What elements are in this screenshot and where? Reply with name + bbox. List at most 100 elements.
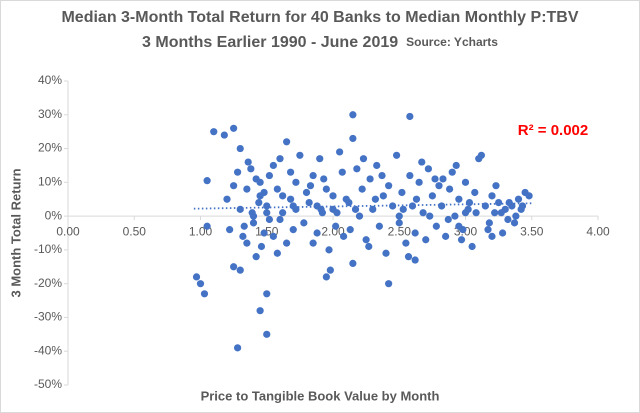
data-point — [336, 148, 344, 156]
data-point — [325, 246, 333, 254]
data-point — [279, 209, 287, 217]
data-point — [398, 188, 406, 197]
x-tick-label: 0.50 — [123, 224, 147, 238]
data-point — [263, 209, 271, 217]
data-point — [389, 202, 397, 210]
data-point — [234, 168, 242, 176]
data-point — [355, 212, 364, 220]
data-point — [468, 242, 476, 251]
data-point — [252, 253, 260, 261]
data-point — [457, 236, 466, 244]
data-point — [220, 131, 228, 139]
data-point — [488, 232, 496, 240]
data-point — [349, 134, 357, 143]
data-point — [444, 215, 452, 224]
data-point — [256, 307, 264, 315]
data-point — [418, 158, 426, 166]
y-tick-label: 40% — [38, 73, 62, 87]
data-point — [461, 178, 470, 186]
data-point — [518, 202, 527, 210]
data-point — [431, 175, 439, 183]
data-point — [236, 266, 244, 274]
data-point — [287, 168, 295, 176]
data-point — [432, 222, 440, 230]
data-point — [492, 182, 500, 190]
y-tick-label: -30% — [34, 310, 62, 324]
data-point — [346, 226, 354, 234]
data-point — [525, 192, 533, 200]
data-point — [345, 199, 353, 207]
data-point — [399, 205, 407, 213]
y-tick-label: -40% — [34, 343, 62, 357]
data-point — [309, 239, 317, 247]
data-point — [411, 229, 419, 237]
data-point — [326, 266, 334, 274]
data-point — [263, 330, 271, 338]
y-axis-title: 3 Month Total Return — [8, 168, 23, 297]
data-point — [452, 161, 460, 170]
data-point — [287, 195, 295, 203]
x-tick-label: 0.00 — [56, 224, 80, 238]
data-point — [359, 155, 368, 163]
y-tick-label: 0% — [45, 208, 63, 222]
data-point — [263, 290, 271, 298]
data-point — [495, 199, 503, 207]
data-point — [243, 185, 251, 193]
data-point — [276, 155, 284, 163]
y-tick-label: -50% — [34, 377, 62, 391]
data-point — [329, 205, 337, 213]
data-point — [488, 192, 496, 200]
data-point — [316, 155, 324, 163]
data-point — [438, 202, 446, 210]
data-point — [244, 158, 252, 166]
data-point — [406, 112, 414, 121]
data-point — [358, 185, 366, 193]
data-point — [412, 195, 421, 203]
data-point — [296, 151, 304, 159]
x-tick-label: 4.00 — [586, 224, 610, 238]
data-point — [279, 192, 287, 200]
data-point — [448, 168, 456, 176]
data-point — [263, 202, 271, 210]
data-point — [230, 263, 238, 271]
data-point — [424, 165, 432, 173]
data-point — [349, 111, 357, 119]
data-point — [236, 144, 244, 153]
data-point — [289, 226, 297, 234]
data-point — [439, 175, 447, 183]
data-point — [395, 219, 403, 227]
data-point — [435, 182, 443, 190]
data-point — [230, 124, 238, 132]
data-point — [283, 239, 291, 247]
data-point — [240, 222, 248, 230]
data-point — [243, 239, 251, 247]
data-point — [404, 253, 413, 261]
data-point — [485, 219, 493, 227]
data-point — [203, 177, 211, 185]
data-point — [365, 242, 373, 251]
data-point — [471, 188, 479, 197]
data-point — [239, 232, 247, 240]
data-point — [369, 205, 377, 213]
data-point — [514, 195, 523, 203]
data-point — [203, 222, 211, 230]
data-point — [461, 209, 470, 217]
y-tick-label: 10% — [38, 175, 62, 189]
data-point — [406, 171, 414, 180]
data-point — [273, 185, 281, 193]
data-point — [260, 229, 268, 237]
data-point — [276, 215, 284, 224]
data-point — [411, 256, 419, 264]
data-point — [332, 222, 340, 230]
data-point — [446, 185, 454, 193]
data-point — [505, 199, 513, 207]
data-point — [247, 165, 255, 173]
data-point — [329, 192, 337, 200]
data-point — [385, 280, 393, 288]
data-point — [322, 273, 330, 281]
data-point — [362, 236, 370, 244]
data-point — [265, 215, 273, 224]
data-point — [340, 232, 348, 240]
data-point — [234, 344, 242, 352]
